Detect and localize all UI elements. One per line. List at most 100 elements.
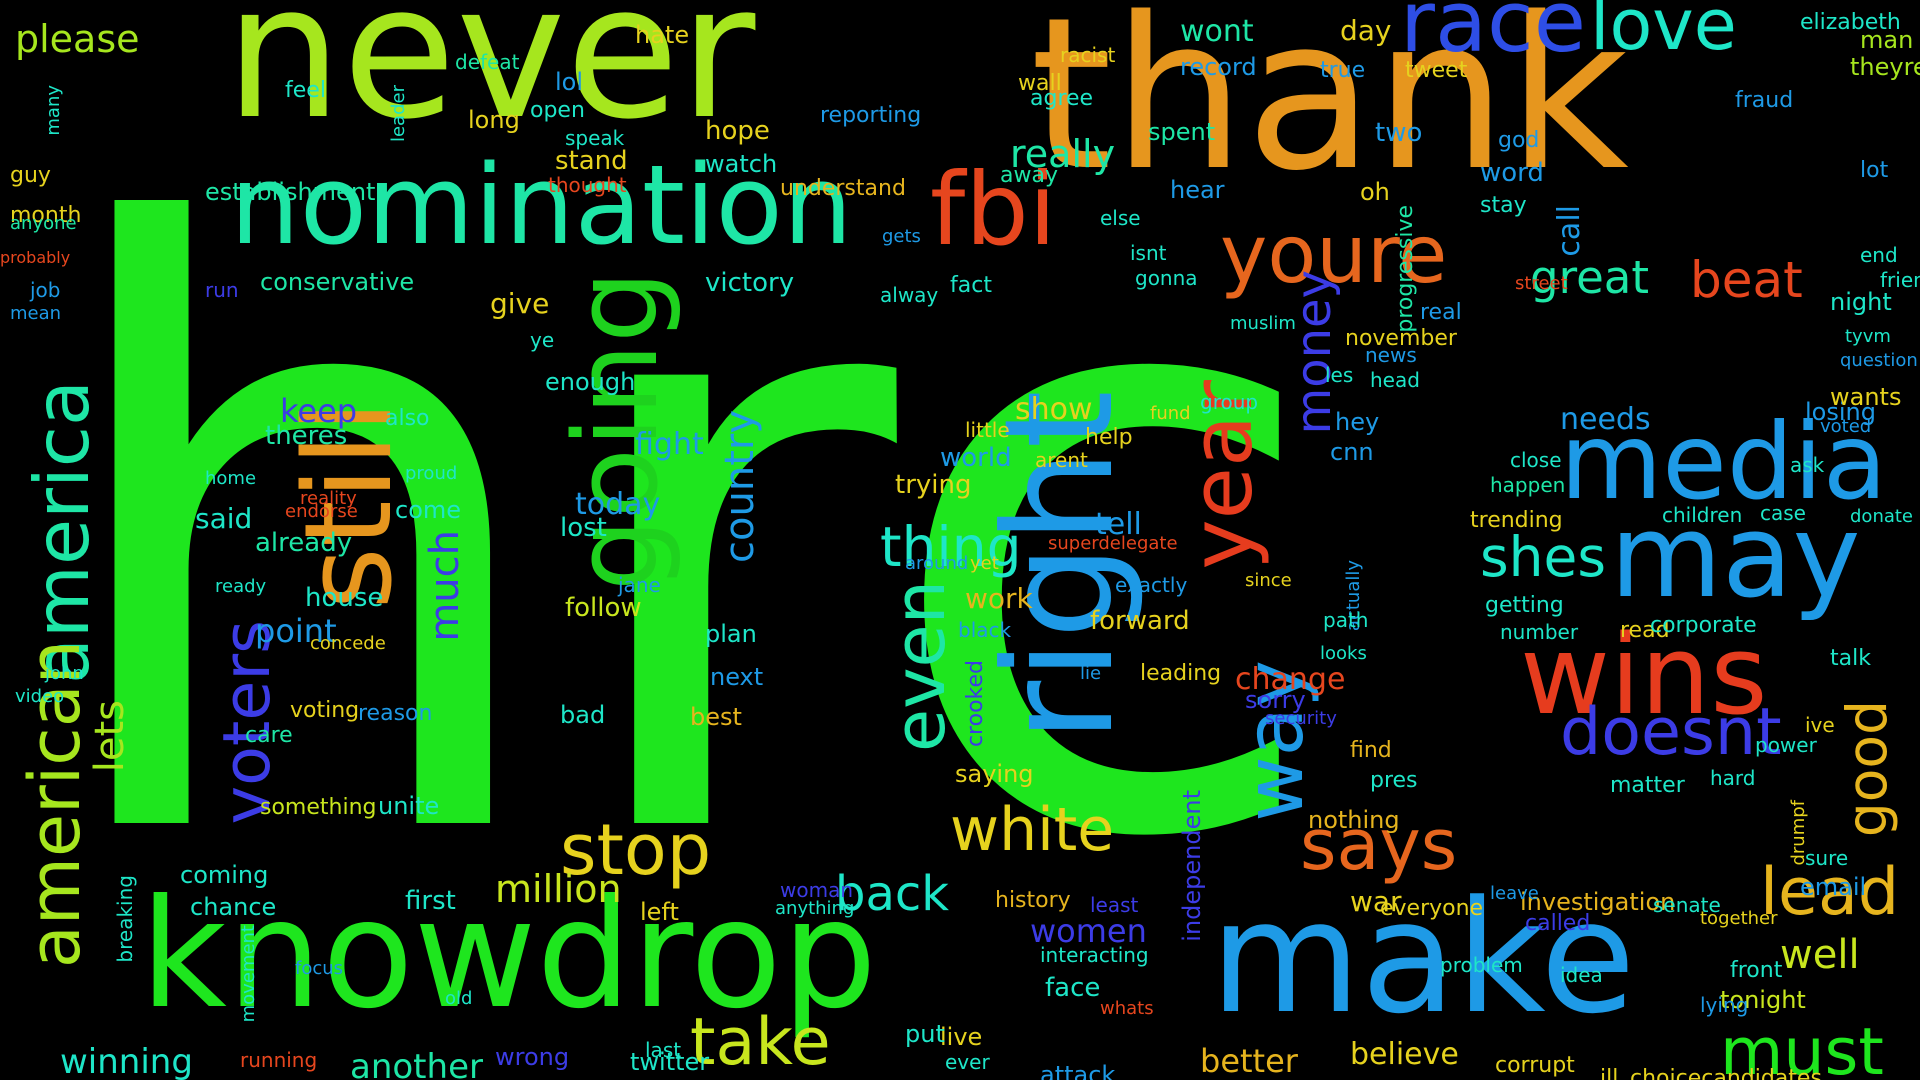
cloud-word: ready: [215, 576, 267, 597]
cloud-word: problem: [1440, 953, 1523, 977]
cloud-word: lead: [1760, 855, 1900, 930]
cloud-word: lol: [555, 68, 584, 96]
cloud-word: ive: [1805, 713, 1835, 737]
cloud-word: million: [495, 867, 622, 911]
cloud-word: even: [879, 580, 961, 752]
cloud-word: end: [1860, 243, 1898, 267]
cloud-word: never: [225, 0, 756, 160]
cloud-word: crooked: [963, 660, 988, 748]
cloud-word: guy: [10, 163, 51, 188]
cloud-word: muslim: [1230, 313, 1296, 334]
cloud-word: show: [1015, 392, 1093, 427]
cloud-word: investigation: [1520, 888, 1676, 916]
cloud-word: ever: [945, 1050, 990, 1074]
cloud-word: probably: [0, 248, 71, 267]
cloud-word: interacting: [1040, 943, 1149, 967]
cloud-word: email: [1800, 873, 1867, 901]
cloud-word: anyone: [10, 213, 77, 234]
cloud-word: enough: [545, 368, 636, 396]
cloud-word: many: [43, 85, 64, 136]
cloud-word: looks: [1320, 643, 1367, 664]
cloud-word: elizabeth: [1800, 10, 1901, 35]
cloud-word: lie: [1080, 663, 1102, 684]
cloud-word: needs: [1560, 402, 1651, 437]
cloud-word: put: [905, 1020, 945, 1048]
cloud-word: money: [1286, 270, 1342, 435]
cloud-word: superdelegate: [1048, 533, 1178, 554]
cloud-word: help: [1085, 425, 1133, 450]
cloud-word: record: [1180, 53, 1257, 81]
cloud-word: love: [1590, 0, 1737, 66]
cloud-word: two: [1375, 118, 1423, 148]
cloud-word: great: [1530, 251, 1649, 304]
cloud-word: plan: [705, 620, 757, 648]
cloud-word: change: [1235, 662, 1346, 697]
cloud-word: little: [965, 418, 1010, 442]
cloud-word: knowdrop: [140, 868, 877, 1042]
cloud-word: voted: [1820, 416, 1872, 437]
cloud-word: everyone: [1380, 896, 1484, 921]
cloud-word: sorry: [1245, 686, 1306, 714]
cloud-word: reporting: [820, 103, 922, 128]
cloud-word: news: [1365, 343, 1417, 367]
cloud-word: hard: [1710, 766, 1756, 790]
cloud-word: country: [717, 410, 763, 563]
cloud-word: ye: [530, 328, 555, 352]
cloud-word: forward: [1090, 606, 1190, 636]
cloud-word: come: [395, 496, 462, 524]
cloud-word: america: [18, 380, 106, 685]
cloud-word: live: [940, 1023, 983, 1051]
cloud-word: theyre: [1850, 53, 1920, 81]
cloud-word: twitter: [630, 1048, 710, 1076]
cloud-word: matter: [1610, 773, 1685, 798]
cloud-word: spent: [1148, 118, 1216, 146]
cloud-word: another: [350, 1047, 483, 1080]
cloud-word: trying: [895, 470, 972, 500]
cloud-word: alway: [880, 283, 939, 307]
cloud-word: happen: [1490, 473, 1566, 497]
cloud-word: concede: [310, 633, 386, 654]
cloud-word: tell: [1095, 507, 1142, 542]
cloud-word: says: [1300, 804, 1458, 886]
cloud-word: night: [1830, 288, 1892, 316]
cloud-word: wins: [1520, 611, 1768, 739]
cloud-word: reason: [358, 701, 433, 726]
cloud-word: number: [1500, 620, 1579, 644]
cloud-word: watch: [705, 150, 778, 178]
cloud-word: run: [205, 278, 239, 302]
cloud-word: getting: [1485, 593, 1564, 618]
cloud-word: arent: [1035, 448, 1088, 472]
cloud-word: take: [690, 1005, 831, 1080]
cloud-word: said: [195, 502, 253, 535]
cloud-word: wont: [1180, 14, 1254, 49]
cloud-word: lets: [87, 700, 133, 773]
cloud-word: thing: [880, 515, 1022, 579]
cloud-word: john: [45, 663, 84, 684]
cloud-word: shes: [1480, 525, 1607, 589]
cloud-word: hope: [705, 116, 770, 146]
cloud-word: ill: [1600, 1066, 1619, 1080]
cloud-word: must: [1720, 1015, 1884, 1080]
cloud-word: face: [1045, 973, 1101, 1003]
cloud-word: whats: [1100, 998, 1154, 1019]
cloud-word: friend: [1880, 268, 1920, 292]
cloud-word: corrupt: [1495, 1053, 1575, 1078]
cloud-word: month: [10, 203, 82, 228]
cloud-word: fraud: [1735, 88, 1794, 113]
cloud-word: please: [15, 17, 140, 61]
cloud-word: chance: [190, 893, 277, 921]
cloud-word: wall: [1018, 71, 1062, 96]
cloud-word: oh: [1360, 178, 1390, 206]
cloud-word: believe: [1350, 1037, 1459, 1072]
cloud-word: point: [255, 612, 337, 650]
cloud-word: leave: [1490, 883, 1539, 904]
cloud-word: race: [1400, 0, 1587, 72]
cloud-word: together: [1700, 908, 1778, 929]
cloud-word: children: [1662, 503, 1743, 527]
cloud-word: anything: [775, 898, 855, 919]
cloud-word: best: [690, 703, 742, 731]
cloud-word: unite: [378, 792, 440, 820]
cloud-word: make: [1210, 867, 1636, 1048]
cloud-word: thank: [1030, 0, 1629, 217]
